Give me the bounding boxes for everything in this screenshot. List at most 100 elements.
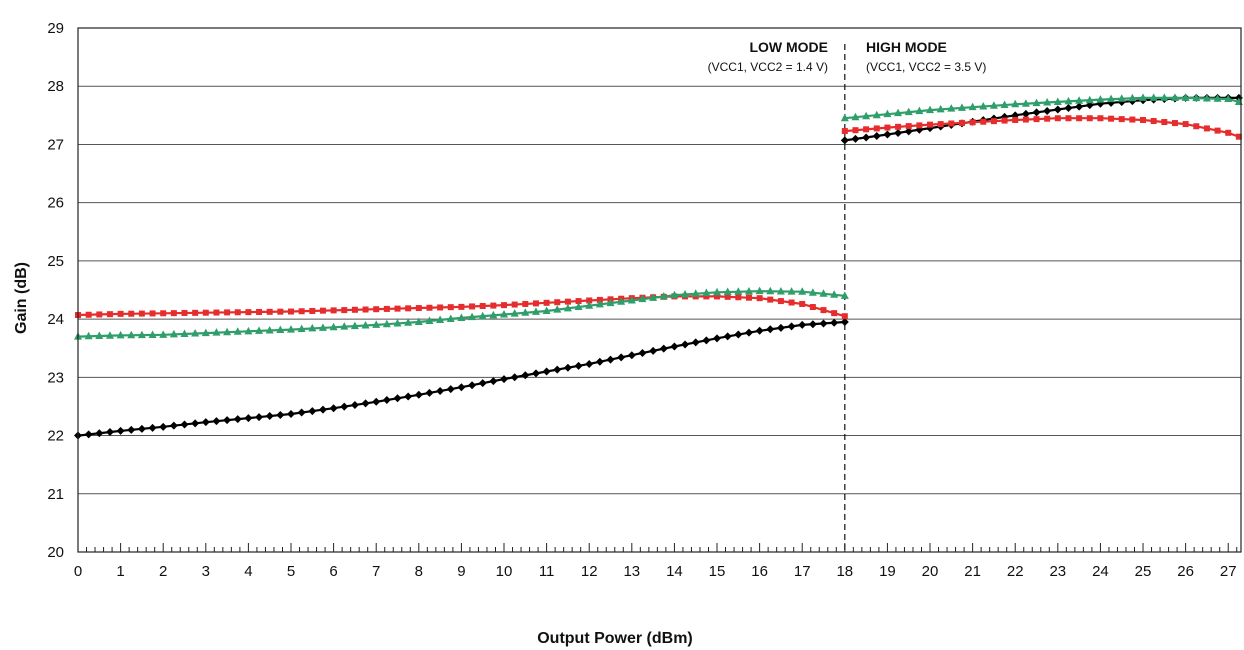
data-point [1075, 102, 1084, 111]
data-point [617, 353, 626, 362]
data-point [148, 330, 157, 338]
data-point [1128, 93, 1137, 102]
data-point [787, 322, 796, 331]
data-point [1043, 98, 1052, 106]
x-tick-label: 2 [159, 563, 167, 580]
data-point [469, 303, 476, 310]
data-point [169, 329, 178, 338]
data-point [574, 361, 583, 370]
y-tick-label: 23 [47, 369, 64, 386]
data-point [361, 321, 370, 329]
low-mode-condition: (VCC1, VCC2 = 1.4 V) [708, 60, 828, 74]
data-point [436, 315, 445, 323]
x-tick-label: 25 [1135, 563, 1152, 580]
y-tick-label: 26 [47, 195, 64, 212]
data-point [808, 320, 817, 329]
data-point [1107, 94, 1116, 103]
data-point [1192, 93, 1201, 102]
data-point [127, 425, 136, 434]
data-point [937, 121, 944, 128]
x-tick-label: 23 [1049, 563, 1066, 580]
data-point [756, 295, 763, 302]
data-point [457, 313, 466, 321]
y-axis-title: Gain (dB) [13, 262, 30, 334]
data-point [202, 309, 209, 316]
data-point [351, 306, 358, 313]
data-point [894, 128, 903, 137]
data-point [916, 122, 923, 129]
data-point [414, 317, 423, 326]
plot-frame [77, 27, 1242, 553]
data-point [500, 375, 509, 384]
data-point [863, 126, 870, 133]
y-tick-label: 25 [47, 253, 64, 270]
data-point [341, 307, 348, 314]
data-point [1021, 109, 1030, 118]
x-tick-label: 1 [116, 563, 124, 580]
data-point [830, 290, 839, 298]
data-point [841, 313, 848, 320]
y-tick-label: 27 [47, 136, 64, 153]
data-point [872, 132, 881, 141]
data-point [1075, 96, 1084, 104]
data-point [1022, 116, 1029, 123]
data-point [883, 109, 892, 118]
high-mode-condition: (VCC1, VCC2 = 3.5 V) [866, 60, 986, 74]
data-point [148, 423, 157, 432]
data-point [766, 325, 775, 334]
data-point [1214, 127, 1221, 134]
data-point [1054, 115, 1061, 122]
data-point [340, 402, 349, 411]
data-point [735, 294, 742, 301]
x-tick-label: 6 [329, 563, 337, 580]
data-point [489, 377, 498, 386]
data-point [554, 299, 561, 306]
y-tick-label: 24 [47, 311, 64, 328]
data-point [905, 123, 912, 130]
data-point [563, 363, 572, 372]
data-point [340, 322, 349, 330]
series-line [844, 96, 1242, 120]
data-point [1140, 116, 1147, 123]
x-tick-label: 9 [457, 563, 465, 580]
data-point [980, 118, 987, 125]
data-point [691, 338, 700, 347]
data-point [745, 294, 752, 301]
data-point [521, 308, 530, 316]
data-point [95, 331, 104, 339]
data-point [830, 318, 839, 327]
data-point [276, 325, 285, 334]
data-point [840, 291, 849, 299]
data-point [1086, 115, 1093, 122]
data-point [297, 324, 306, 333]
data-point [1117, 94, 1126, 102]
data-point [468, 381, 477, 390]
data-point [1118, 116, 1125, 123]
data-point [989, 101, 998, 109]
data-point [233, 415, 242, 424]
data-point [84, 430, 93, 439]
data-point [1202, 93, 1211, 102]
x-tick-label: 27 [1220, 563, 1237, 580]
x-tick-label: 21 [964, 563, 981, 580]
data-point [851, 134, 860, 143]
data-point [659, 344, 668, 353]
data-point [116, 426, 125, 435]
data-point [521, 371, 530, 380]
data-point [1076, 115, 1083, 122]
x-tick-label: 22 [1007, 563, 1024, 580]
data-point [426, 304, 433, 311]
axes [77, 27, 1242, 553]
data-point [1193, 123, 1200, 130]
data-point [256, 308, 263, 315]
data-point [372, 397, 381, 406]
data-point [510, 309, 519, 317]
data-point [1182, 121, 1189, 128]
data-point [627, 295, 636, 304]
data-point [766, 286, 775, 295]
data-point [1096, 95, 1105, 103]
data-point [904, 107, 913, 116]
data-point [767, 296, 774, 303]
data-point [553, 365, 562, 374]
data-point [1032, 108, 1041, 117]
